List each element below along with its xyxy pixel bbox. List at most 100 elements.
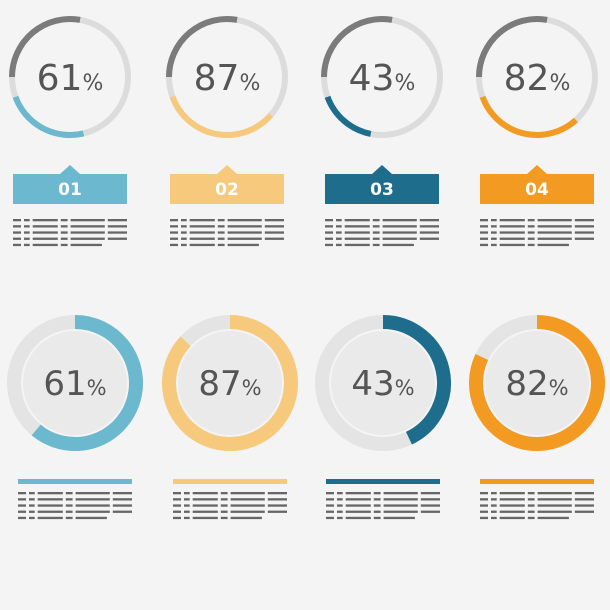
placeholder-text-line (13, 225, 21, 228)
placeholder-text-line (345, 510, 371, 513)
percentage-number: 82 (504, 58, 550, 99)
placeholder-text-line (37, 498, 63, 501)
placeholder-text-line (537, 231, 572, 234)
placeholder-text-line (325, 231, 333, 234)
placeholder-text-line (37, 510, 63, 513)
percentage-number: 87 (194, 58, 240, 99)
placeholder-text-line (217, 225, 225, 228)
placeholder-text-line (60, 219, 68, 222)
placeholder-text-line (574, 231, 594, 234)
ring-dark-arc (321, 16, 393, 78)
placeholder-text-line (181, 231, 187, 234)
placeholder-text-line (24, 243, 30, 247)
placeholder-text-line (189, 225, 215, 228)
placeholder-text-line (325, 219, 333, 222)
placeholder-text-line (574, 237, 594, 240)
placeholder-text-line (336, 231, 342, 234)
ring-inner-disc (178, 331, 282, 435)
ring-inner-disc (23, 331, 127, 435)
placeholder-text-line (13, 237, 21, 240)
placeholder-text-line (170, 237, 178, 240)
placeholder-text-line (499, 243, 525, 247)
placeholder-text-line (112, 504, 132, 507)
placeholder-text-line (267, 510, 287, 513)
placeholder-text-line (382, 231, 417, 234)
placeholder-text-line (112, 492, 132, 495)
placeholder-text-line (267, 498, 287, 501)
placeholder-text-line (383, 510, 418, 513)
placeholder-text-line (173, 516, 181, 520)
placeholder-text-line (173, 504, 181, 507)
placeholder-text-line (574, 498, 594, 501)
ring-progress-arc (324, 95, 372, 137)
placeholder-text-line (227, 225, 262, 228)
placeholder-text-line (499, 231, 525, 234)
placeholder-text-line (13, 219, 21, 222)
placeholder-text-line (65, 498, 73, 501)
placeholder-text-line (70, 225, 105, 228)
placeholder-text-line (170, 225, 178, 228)
percentage-number: 82 (505, 364, 548, 404)
placeholder-text-line (192, 492, 218, 495)
placeholder-text-line (345, 492, 371, 495)
placeholder-text-line (337, 504, 343, 507)
percentage-number: 61 (37, 58, 83, 99)
placeholder-text-line (373, 510, 381, 513)
placeholder-text-line (372, 231, 380, 234)
placeholder-text-line (326, 516, 334, 520)
placeholder-text-line (217, 243, 225, 247)
ring-inner-disc (485, 331, 589, 435)
placeholder-text-line (419, 219, 439, 222)
placeholder-text-line (537, 219, 572, 222)
placeholder-text-line (325, 225, 333, 228)
placeholder-text-line (217, 231, 225, 234)
placeholder-text-line (264, 225, 284, 228)
placeholder-text-line (29, 492, 35, 495)
ring-progress-arc (12, 95, 85, 138)
bottom-row: 61% 87% 43% 82% (7, 315, 605, 520)
placeholder-text-line (227, 231, 262, 234)
placeholder-text-line (65, 492, 73, 495)
progress-ring-card: 87% (162, 315, 298, 520)
placeholder-text-line (267, 492, 287, 495)
placeholder-text-line (18, 492, 26, 495)
placeholder-text-line (372, 225, 380, 228)
placeholder-text-line (24, 231, 30, 234)
placeholder-text-line (70, 237, 105, 240)
placeholder-text-line (75, 498, 110, 501)
placeholder-text-line (382, 243, 414, 247)
percent-sign: % (242, 376, 262, 400)
placeholder-text-line (70, 219, 105, 222)
placeholder-text-line (491, 237, 497, 240)
placeholder-text-line (420, 504, 440, 507)
placeholder-text-line (173, 498, 181, 501)
placeholder-text-line (491, 510, 497, 513)
placeholder-text-line (336, 225, 342, 228)
placeholder-text-line (217, 219, 225, 222)
placeholder-text-line (337, 492, 343, 495)
placeholder-text-line (420, 498, 440, 501)
placeholder-text-line (264, 237, 284, 240)
placeholder-text-line (32, 225, 58, 228)
placeholder-text-line (491, 225, 497, 228)
placeholder-text-line (37, 516, 63, 520)
placeholder-text-line (480, 504, 488, 507)
placeholder-text-line (170, 219, 178, 222)
ring-progress-arc (169, 95, 274, 138)
placeholder-text-line (419, 237, 439, 240)
placeholder-text-line (420, 492, 440, 495)
placeholder-text-line (230, 492, 265, 495)
progress-ring-card: 82% 04 (476, 16, 598, 247)
placeholder-text-line (527, 510, 535, 513)
placeholder-text-line (112, 510, 132, 513)
placeholder-text-line (227, 219, 262, 222)
placeholder-text-line (65, 504, 73, 507)
placeholder-text-line (170, 243, 178, 247)
placeholder-text-line (75, 492, 110, 495)
placeholder-text-line (527, 492, 535, 495)
placeholder-text-line (173, 510, 181, 513)
ring-dark-arc (166, 16, 238, 78)
number-badge (13, 174, 127, 204)
placeholder-text-line (325, 243, 333, 247)
placeholder-text-line (344, 219, 370, 222)
